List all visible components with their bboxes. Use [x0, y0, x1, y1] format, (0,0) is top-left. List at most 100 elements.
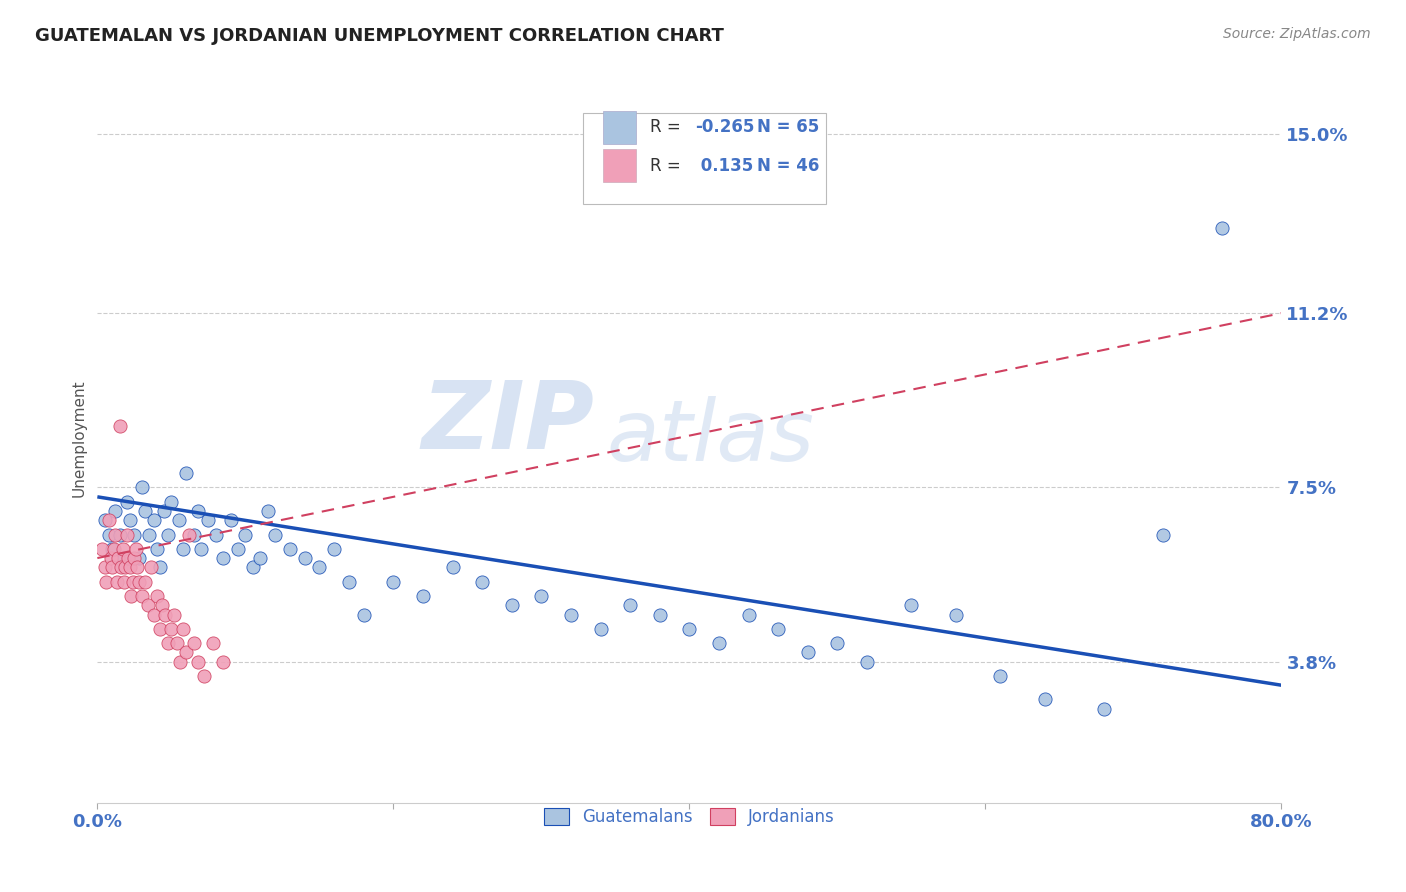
Point [235, 527, 257, 541]
Point [589, 622, 612, 636]
Point [142, 513, 165, 527]
Point [157, 636, 180, 650]
Point [145, 541, 167, 556]
Point [219, 513, 242, 527]
Point [827, 636, 849, 650]
Point [118, 513, 141, 527]
Point [112, 551, 135, 566]
Point [187, 655, 209, 669]
Point [530, 589, 553, 603]
Point [111, 541, 134, 556]
Point [212, 551, 235, 566]
Point [294, 551, 316, 566]
Point [136, 598, 159, 612]
Point [131, 480, 153, 494]
Point [337, 574, 360, 589]
Point [105, 574, 128, 589]
Point [138, 527, 160, 541]
Point [98, 513, 121, 527]
Point [797, 645, 820, 659]
Point [134, 504, 156, 518]
Point [412, 589, 434, 603]
Point [1092, 702, 1115, 716]
Point [242, 560, 264, 574]
FancyBboxPatch shape [603, 149, 636, 182]
Point [157, 527, 180, 541]
Point [226, 541, 249, 556]
Point [117, 551, 139, 566]
Point [183, 527, 205, 541]
Point [108, 419, 131, 434]
Point [124, 527, 146, 541]
Point [183, 636, 205, 650]
Point [766, 622, 789, 636]
Point [187, 504, 209, 518]
Point [127, 560, 149, 574]
Point [945, 607, 967, 622]
Text: N = 46: N = 46 [756, 157, 820, 175]
Point [94, 560, 117, 574]
Y-axis label: Unemployment: Unemployment [72, 379, 86, 497]
Legend: Guatemalans, Jordanians: Guatemalans, Jordanians [536, 800, 844, 835]
Point [190, 541, 212, 556]
Point [441, 560, 464, 574]
Point [112, 574, 135, 589]
Point [648, 607, 671, 622]
Point [125, 541, 148, 556]
Point [174, 645, 197, 659]
Point [201, 636, 224, 650]
Point [155, 607, 177, 622]
Point [153, 504, 176, 518]
Point [678, 622, 700, 636]
Point [115, 527, 138, 541]
Point [163, 607, 186, 622]
Point [166, 636, 188, 650]
Point [212, 655, 235, 669]
Text: N = 65: N = 65 [756, 119, 820, 136]
FancyBboxPatch shape [603, 111, 636, 144]
Point [172, 622, 194, 636]
Point [249, 551, 271, 566]
Point [353, 607, 375, 622]
Point [382, 574, 405, 589]
Point [145, 589, 167, 603]
Point [323, 541, 346, 556]
Point [160, 622, 183, 636]
Text: ZIP: ZIP [422, 377, 595, 469]
Point [1211, 221, 1233, 235]
Point [118, 560, 141, 574]
Point [115, 494, 138, 508]
Point [501, 598, 523, 612]
Point [131, 589, 153, 603]
Point [128, 551, 150, 566]
Point [139, 560, 162, 574]
Text: R =: R = [651, 157, 686, 175]
Point [110, 560, 132, 574]
Point [114, 560, 136, 574]
Text: -0.265: -0.265 [696, 119, 755, 136]
Point [128, 574, 150, 589]
Point [172, 541, 194, 556]
Point [107, 551, 129, 566]
Point [856, 655, 879, 669]
Point [471, 574, 494, 589]
Point [108, 527, 131, 541]
Point [90, 541, 112, 556]
Text: R =: R = [651, 119, 686, 136]
Point [160, 494, 183, 508]
Point [122, 574, 145, 589]
Point [104, 504, 127, 518]
Point [308, 560, 330, 574]
Text: GUATEMALAN VS JORDANIAN UNEMPLOYMENT CORRELATION CHART: GUATEMALAN VS JORDANIAN UNEMPLOYMENT COR… [35, 27, 724, 45]
Point [900, 598, 922, 612]
Point [737, 607, 759, 622]
Point [152, 598, 174, 612]
Point [560, 607, 582, 622]
Point [96, 574, 118, 589]
Point [142, 607, 165, 622]
Point [101, 560, 124, 574]
Point [134, 574, 156, 589]
Point [148, 622, 170, 636]
Point [197, 513, 219, 527]
Point [101, 541, 124, 556]
